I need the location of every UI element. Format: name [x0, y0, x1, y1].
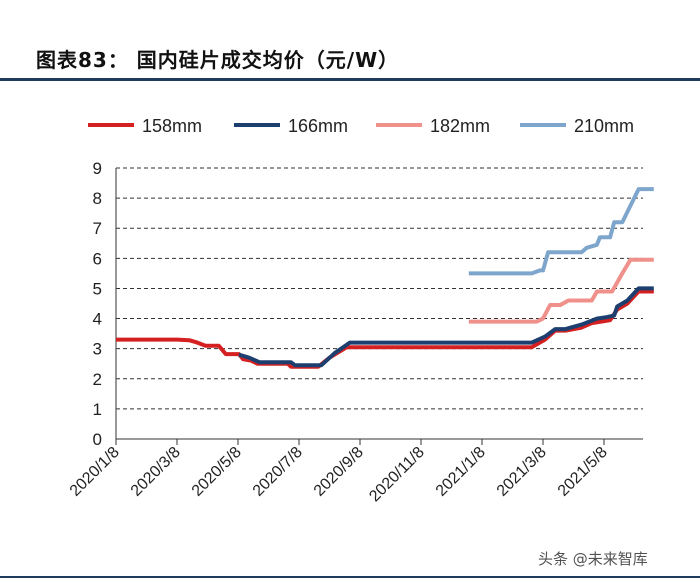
y-tick-label: 5 — [93, 279, 102, 298]
y-tick-label: 0 — [93, 430, 102, 449]
legend-label-182mm: 182mm — [430, 116, 490, 136]
x-tick-label: 2021/3/8 — [494, 444, 550, 500]
series-line-182mm — [468, 257, 654, 324]
series-line-210mm — [468, 187, 654, 276]
y-tick-label: 1 — [93, 400, 102, 419]
y-tick-label: 6 — [93, 249, 102, 268]
x-tick-label: 2020/3/8 — [128, 444, 184, 500]
x-tick-label: 2020/1/8 — [67, 444, 123, 500]
series-line-158mm — [116, 289, 654, 369]
x-tick-label: 2021/5/8 — [555, 444, 611, 500]
y-tick-label: 8 — [93, 189, 102, 208]
figure-title: 图表83： 国内硅片成交均价（元/W） — [36, 48, 400, 72]
watermark: 头条 @未来智库 — [538, 550, 648, 568]
legend-label-210mm: 210mm — [574, 116, 634, 136]
y-tick-label: 2 — [93, 370, 102, 389]
y-tick-label: 7 — [93, 219, 102, 238]
legend-label-166mm: 166mm — [288, 116, 348, 136]
x-tick-label: 2021/1/8 — [433, 444, 489, 500]
x-tick-label: 2020/9/8 — [311, 444, 367, 500]
legend-label-158mm: 158mm — [142, 116, 202, 136]
x-tick-label: 2020/7/8 — [250, 444, 306, 500]
y-tick-label: 3 — [93, 340, 102, 359]
x-tick-label: 2020/5/8 — [189, 444, 245, 500]
footer-rule — [0, 576, 700, 578]
title-rule — [0, 78, 700, 81]
y-tick-label: 9 — [93, 159, 102, 178]
y-tick-label: 4 — [93, 310, 102, 329]
series-line-166mm — [238, 286, 654, 368]
x-tick-label: 2020/11/8 — [366, 444, 428, 506]
